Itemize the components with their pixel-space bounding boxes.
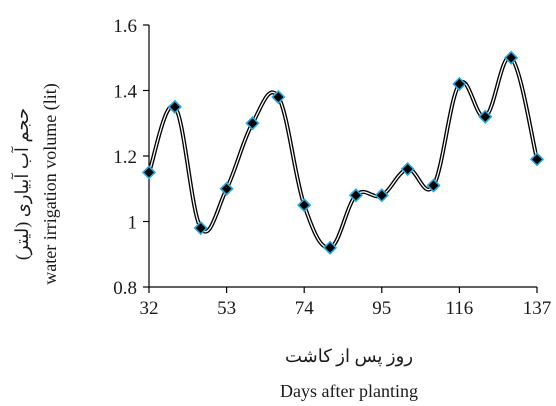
plot-area [141,50,545,255]
data-point-marker [348,188,364,203]
data-point-marker [141,165,157,180]
data-point-marker [478,109,493,124]
data-point-marker [167,99,182,115]
tick-labels: 0.8 1 1.2 1.4 1.6 32 53 74 95 116 137 [113,16,551,319]
data-point-marker [426,178,441,193]
y-tick-label: 1.6 [113,16,137,37]
data-point-marker [400,161,415,177]
data-point-marker [529,152,545,167]
x-tick-label: 53 [217,298,236,319]
data-point-marker [452,76,467,92]
x-tick-label: 137 [523,298,552,319]
data-point-marker [245,116,260,131]
x-axis-title-persian: روز پس از کاشت [285,346,413,367]
series-line-outer [147,55,539,250]
data-point-marker [193,220,208,236]
y-tick-label: 1.4 [113,82,137,103]
y-axis-title: water irrigation volume (lit) [40,83,61,284]
x-axis-title: Days after planting [280,381,418,401]
x-tick-label: 116 [446,298,474,319]
data-point-marker [374,188,389,203]
x-tick-label: 95 [372,298,391,319]
chart-axes [143,24,538,293]
y-tick-label: 1 [128,213,138,234]
y-tick-label: 1.2 [113,147,137,168]
data-point-marker [271,89,286,105]
data-point-marker [297,197,312,213]
data-point-marker [504,50,519,65]
x-tick-label: 32 [140,298,159,319]
y-tick-label: 0.8 [113,278,137,299]
series-line-inner [148,56,538,249]
data-point-marker [219,181,234,196]
data-point-marker [322,240,338,255]
y-axis-title-persian: حجم آب آبیاری (لیتر) [11,108,33,260]
x-tick-label: 74 [295,298,315,319]
